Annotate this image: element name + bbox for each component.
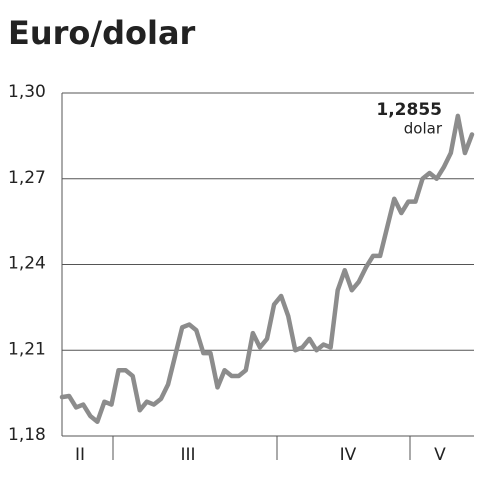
annotation-value: 1,2855 bbox=[376, 100, 442, 120]
x-tick-label: IV bbox=[340, 445, 357, 465]
y-tick-label: 1,27 bbox=[8, 168, 46, 188]
y-tick-label: 1,30 bbox=[8, 82, 46, 102]
x-tick-label: II bbox=[75, 445, 85, 465]
annotation-unit: dolar bbox=[404, 120, 443, 138]
x-tick-label: V bbox=[434, 445, 446, 465]
x-tick-label: III bbox=[180, 445, 195, 465]
chart-title: Euro/dolar bbox=[8, 14, 196, 52]
y-tick-label: 1,24 bbox=[8, 254, 46, 274]
y-tick-label: 1,21 bbox=[8, 339, 46, 359]
line-series bbox=[59, 113, 475, 424]
y-tick-label: 1,18 bbox=[8, 425, 46, 445]
